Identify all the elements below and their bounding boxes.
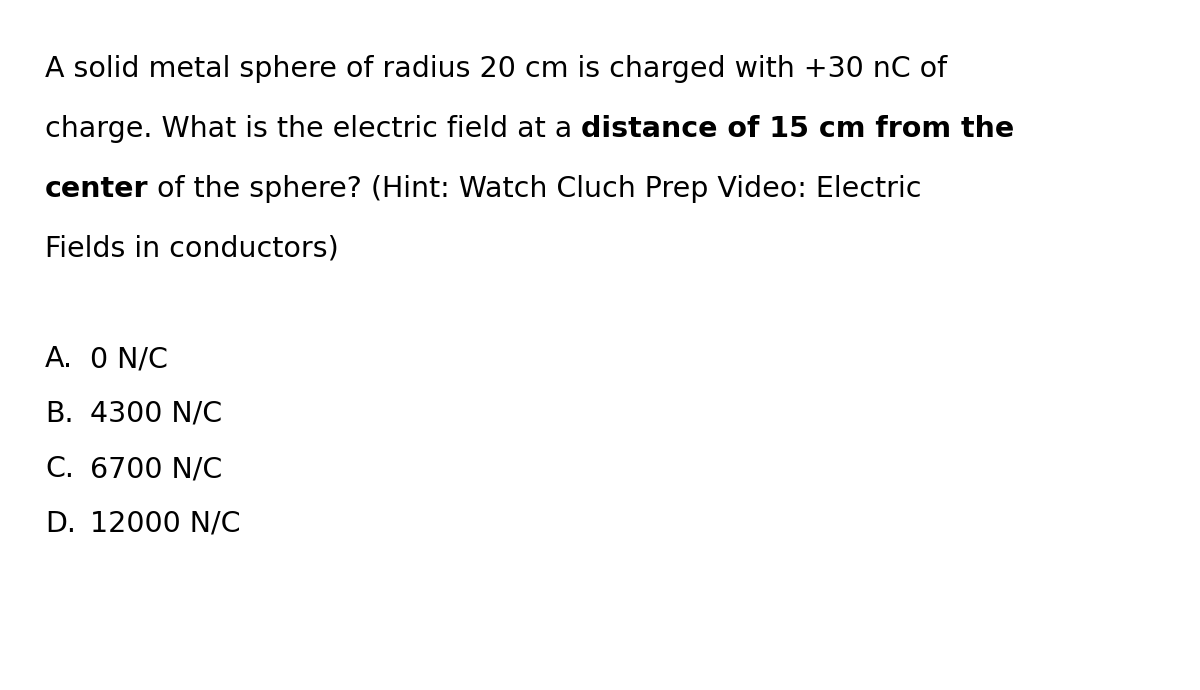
Text: Fields in conductors): Fields in conductors)	[46, 235, 338, 263]
Text: center: center	[46, 175, 149, 203]
Text: 12000 N/C: 12000 N/C	[90, 510, 240, 538]
Text: 0 N/C: 0 N/C	[90, 345, 168, 373]
Text: C.: C.	[46, 455, 74, 483]
Text: 6700 N/C: 6700 N/C	[90, 455, 222, 483]
Text: B.: B.	[46, 400, 73, 428]
Text: A solid metal sphere of radius 20 cm is charged with +30 nC of: A solid metal sphere of radius 20 cm is …	[46, 55, 947, 83]
Text: of the sphere? (Hint: Watch Cluch Prep Video: Electric: of the sphere? (Hint: Watch Cluch Prep V…	[149, 175, 922, 203]
Text: distance of 15 cm from the: distance of 15 cm from the	[581, 115, 1014, 143]
Text: charge. What is the electric field at a: charge. What is the electric field at a	[46, 115, 581, 143]
Text: D.: D.	[46, 510, 76, 538]
Text: A.: A.	[46, 345, 73, 373]
Text: 4300 N/C: 4300 N/C	[90, 400, 222, 428]
